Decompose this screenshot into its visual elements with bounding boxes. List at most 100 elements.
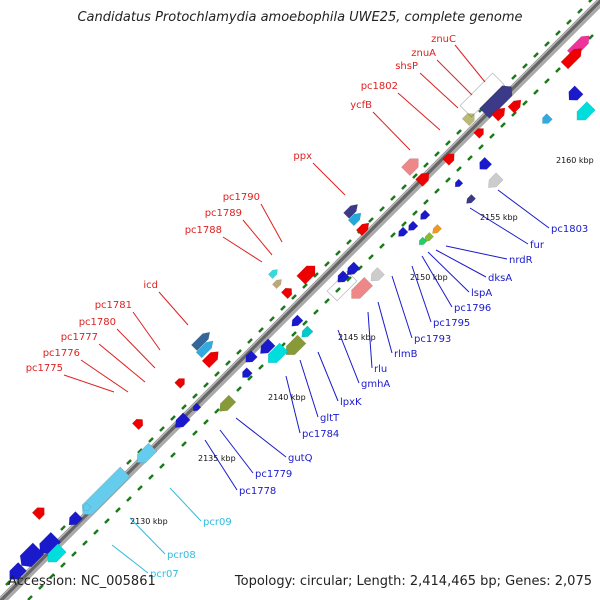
gene-feature — [271, 279, 282, 290]
tick-mark — [456, 166, 462, 172]
gene-label: gltT — [320, 413, 340, 424]
tick-mark — [412, 210, 418, 216]
tick-mark — [412, 173, 418, 179]
label-leader-line — [454, 44, 486, 83]
label-leader-line — [377, 301, 393, 354]
tick-mark — [313, 272, 319, 278]
label-leader-line — [469, 207, 529, 245]
tick-mark — [313, 309, 319, 315]
gene-feature — [346, 261, 361, 276]
gene-feature — [219, 394, 237, 412]
gene-feature — [355, 222, 370, 237]
tick-mark — [27, 595, 33, 600]
gene-feature — [175, 412, 191, 428]
kbp-label: 2140 kbp — [268, 393, 306, 402]
gene-label: pc1778 — [239, 486, 276, 497]
tick-mark — [522, 100, 528, 106]
tick-mark — [379, 206, 385, 212]
kbp-label: 2160 kbp — [556, 156, 594, 165]
gene-label: pcr08 — [167, 550, 196, 561]
tick-mark — [60, 525, 66, 531]
gene-label: pc1776 — [43, 348, 80, 359]
gene-label: pcr09 — [203, 517, 232, 528]
gene-label: lpxK — [340, 397, 362, 408]
gene-feature — [488, 172, 504, 188]
gene-feature — [31, 507, 45, 521]
tick-mark — [214, 371, 220, 377]
tick-mark — [346, 239, 352, 245]
tick-mark — [71, 551, 77, 557]
tick-mark — [434, 188, 440, 194]
tick-mark — [390, 232, 396, 238]
tick-mark — [159, 426, 165, 432]
label-leader-line — [235, 417, 287, 458]
gene-feature — [39, 531, 62, 554]
tick-mark — [423, 199, 429, 205]
tick-mark — [82, 540, 88, 546]
tick-mark — [137, 448, 143, 454]
tick-mark — [335, 250, 341, 256]
gene-feature — [245, 350, 258, 363]
gene-feature — [560, 48, 582, 70]
tick-mark — [49, 573, 55, 579]
gene-feature — [201, 351, 219, 369]
tick-mark — [192, 430, 198, 436]
tick-mark — [5, 580, 11, 586]
tick-mark — [93, 529, 99, 535]
tick-mark — [291, 294, 297, 300]
gene-feature — [343, 204, 358, 219]
gene-feature — [280, 287, 293, 300]
gene-label: gmhA — [361, 379, 390, 390]
gene-feature — [442, 153, 455, 166]
gene-feature — [576, 101, 596, 121]
tick-mark — [148, 474, 154, 480]
gene-label: ycfB — [350, 100, 372, 111]
gene-label: rlu — [374, 364, 387, 375]
tick-mark — [324, 261, 330, 267]
tick-mark — [236, 386, 242, 392]
gene-feature — [401, 158, 419, 176]
label-leader-line — [222, 236, 263, 263]
tick-mark — [456, 129, 462, 135]
tick-mark — [137, 485, 143, 491]
label-leader-line — [419, 72, 459, 109]
map-title: Candidatus Protochlamydia amoebophila UW… — [77, 10, 523, 25]
gene-label: pc1784 — [302, 429, 339, 440]
tick-mark — [225, 360, 231, 366]
gene-feature — [174, 378, 185, 389]
gene-feature — [285, 334, 307, 356]
label-leader-line — [391, 275, 413, 339]
gene-label: fur — [530, 240, 545, 251]
gene-feature — [81, 466, 131, 516]
gene-feature — [568, 85, 584, 101]
gene-feature — [291, 314, 304, 327]
gene-label: znuC — [431, 34, 456, 45]
label-leader-line — [337, 329, 360, 384]
gene-feature — [351, 276, 374, 299]
gene-feature — [47, 543, 67, 563]
tick-mark — [511, 74, 517, 80]
gene-feature — [420, 209, 431, 220]
gene-label: pc1779 — [255, 469, 292, 480]
label-leader-line — [436, 59, 473, 96]
tick-mark — [280, 305, 286, 311]
tick-mark — [60, 562, 66, 568]
gene-label: rlmB — [394, 349, 418, 360]
gene-feature — [466, 193, 477, 204]
label-leader-line — [260, 203, 283, 243]
kbp-label: 2155 kbp — [480, 213, 518, 222]
tick-mark — [577, 8, 583, 14]
gene-label: lspA — [471, 288, 492, 299]
tick-mark — [170, 415, 176, 421]
gene-group-outline — [459, 72, 505, 118]
label-leader-line — [372, 111, 411, 151]
gene-label: pc1795 — [433, 318, 470, 329]
gene-feature — [415, 172, 430, 187]
label-leader-line — [435, 249, 487, 278]
label-leader-line — [158, 291, 189, 326]
label-leader-line — [129, 517, 166, 555]
gene-feature — [19, 542, 45, 568]
gene-label: icd — [143, 280, 158, 291]
tick-mark — [445, 177, 451, 183]
